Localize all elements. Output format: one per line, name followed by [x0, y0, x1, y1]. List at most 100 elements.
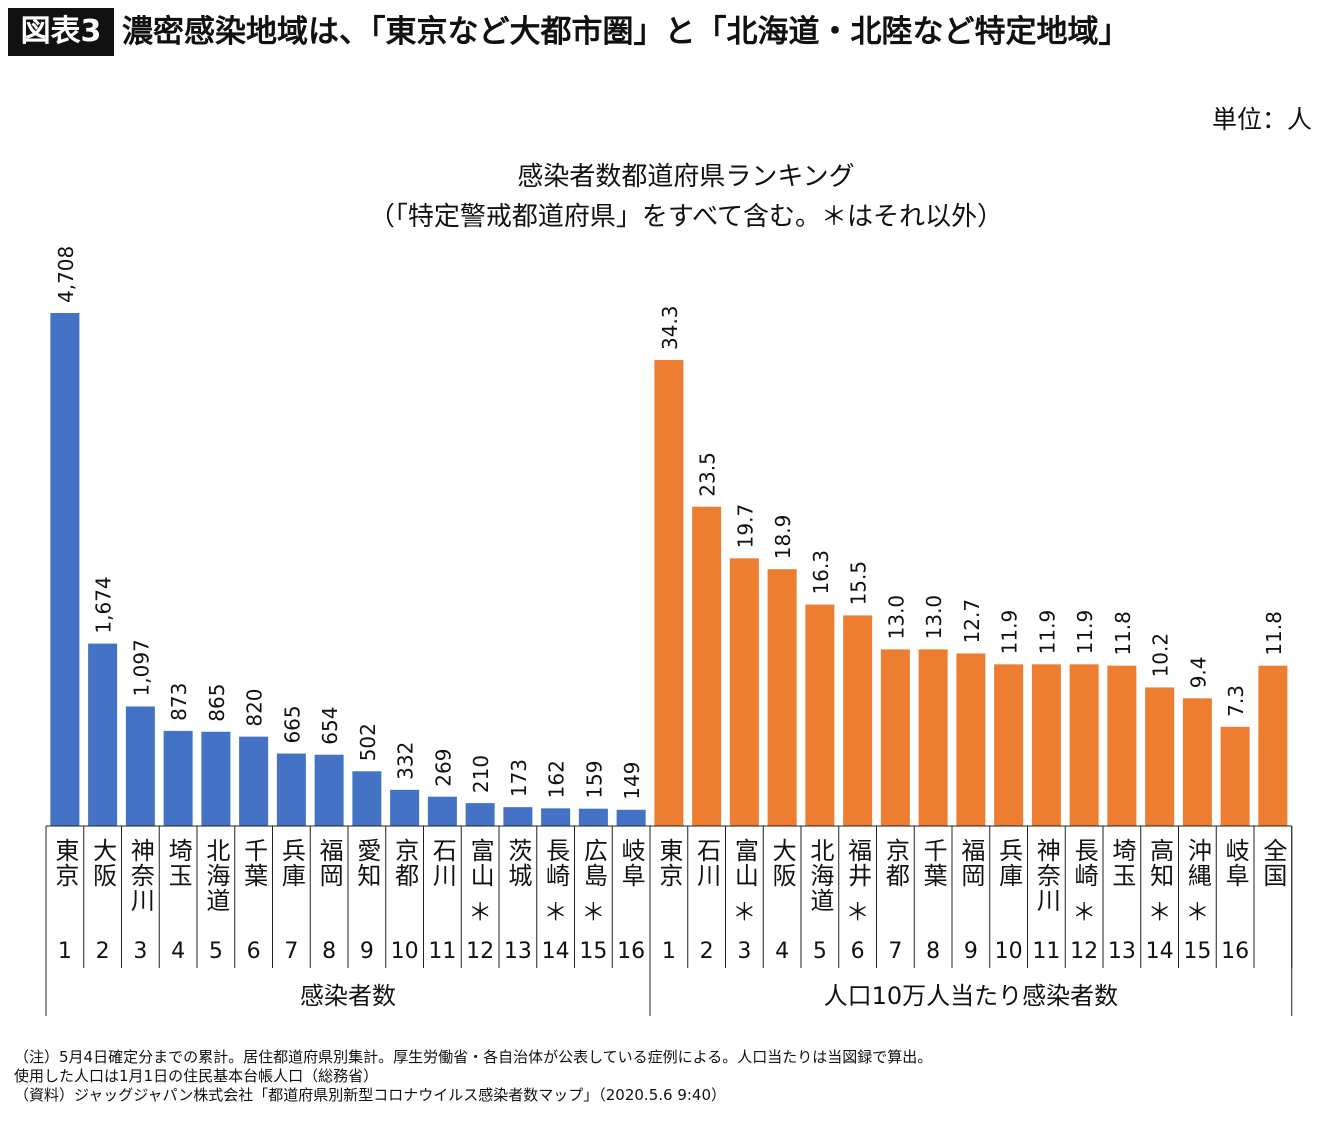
category-label: 埼玉 [1107, 838, 1136, 888]
bar-0-7 [314, 754, 344, 826]
bar-1-2 [729, 558, 759, 826]
bar-0-4 [201, 731, 231, 826]
data-label: 11.8 [1262, 611, 1286, 656]
bar-1-15 [1220, 726, 1250, 826]
data-label: 332 [394, 742, 418, 780]
category-label: 石川 [428, 838, 457, 888]
rank-label: 13 [1108, 939, 1136, 964]
data-label: 162 [545, 760, 569, 798]
data-label: 173 [507, 759, 531, 797]
data-label: 4,708 [54, 246, 78, 303]
data-label: 7.3 [1224, 685, 1248, 717]
category-label: 広島 [579, 838, 608, 888]
category-label: 神奈川 [1032, 838, 1061, 913]
data-label: 11.9 [1073, 610, 1097, 655]
bar-0-10 [427, 796, 457, 826]
rank-label: 7 [284, 939, 298, 964]
data-label: 865 [205, 684, 229, 722]
bar-0-13 [541, 808, 571, 826]
bar-0-8 [352, 771, 382, 826]
data-label: 149 [620, 762, 644, 800]
data-label: 34.3 [658, 305, 682, 350]
data-label: 13.0 [884, 595, 908, 640]
bar-1-7 [918, 649, 948, 826]
rank-label: 16 [1221, 939, 1249, 964]
group-label: 感染者数 [300, 982, 396, 1010]
rank-label: 6 [247, 939, 261, 964]
category-label: 京都 [390, 838, 419, 888]
data-label: 210 [469, 755, 493, 793]
rank-label: 5 [813, 939, 827, 964]
figure-badge: 図表3 [8, 8, 114, 56]
data-label: 873 [167, 683, 191, 721]
footnote-3: （資料）ジャッグジャパン株式会社「都道府県別新型コロナウイルス感染者数マップ」（… [14, 1086, 727, 1104]
bar-1-6 [880, 649, 910, 826]
footnote-2: 使用した人口は1月1日の住民基本台帳人口（総務省） [14, 1067, 379, 1085]
data-label: 502 [356, 723, 380, 761]
data-label: 15.5 [847, 561, 871, 606]
category-label: 千葉 [239, 838, 268, 888]
rank-label: 2 [96, 939, 110, 964]
rank-label: 11 [428, 939, 456, 964]
category-label: 福岡 [956, 838, 985, 888]
bar-1-1 [692, 506, 722, 826]
rank-label: 12 [1070, 939, 1098, 964]
rank-label: 10 [391, 939, 419, 964]
bar-1-3 [767, 569, 797, 826]
category-label: 埼玉 [164, 838, 193, 888]
data-label: 10.2 [1149, 633, 1173, 678]
rank-label: 4 [171, 939, 185, 964]
category-label: 富山 [730, 838, 759, 888]
bar-0-11 [465, 803, 495, 826]
bar-0-2 [125, 706, 155, 826]
category-label: 兵庫 [994, 838, 1023, 888]
category-label: 石川 [692, 838, 721, 888]
category-label: 福井 [843, 838, 872, 888]
page-title: 濃密感染地域は、「東京など大都市圏」と「北海道・北陸など特定地域」 [122, 14, 1130, 50]
rank-label: 1 [662, 939, 676, 964]
bar-0-6 [276, 753, 306, 826]
category-label: 東京 [654, 838, 683, 888]
category-label: 沖縄 [1183, 838, 1212, 888]
star-marker: ＊ [544, 898, 568, 926]
rank-label: 9 [964, 939, 978, 964]
star-marker: ＊ [581, 898, 605, 926]
category-label: 北海道 [201, 838, 230, 913]
data-label: 654 [318, 707, 342, 745]
bar-1-4 [805, 604, 835, 826]
bar-0-9 [390, 789, 420, 826]
unit-label: 単位：人 [1211, 105, 1312, 134]
category-label: 岐阜 [617, 838, 646, 888]
data-label: 16.3 [809, 550, 833, 595]
category-label: 北海道 [805, 838, 834, 913]
footnote-1: （注）5月4日確定分までの累計。居住都道府県別集計。厚生労働省・各自治体が公表し… [14, 1048, 933, 1066]
group-label: 人口10万人当たり感染者数 [824, 982, 1119, 1010]
rank-label: 7 [888, 939, 902, 964]
bar-1-10 [1031, 664, 1061, 826]
rank-label: 14 [542, 939, 570, 964]
star-marker: ＊ [846, 898, 870, 926]
chart-title: 感染者数都道府県ランキング [517, 162, 855, 192]
data-label: 1,097 [129, 639, 153, 696]
bar-1-11 [1069, 664, 1099, 826]
rank-label: 11 [1032, 939, 1060, 964]
category-label: 長崎 [1070, 838, 1099, 888]
category-label: 兵庫 [277, 838, 306, 888]
category-label: 神奈川 [126, 838, 155, 913]
category-label: 高知 [1145, 838, 1174, 888]
rank-label: 14 [1146, 939, 1174, 964]
data-label: 11.8 [1111, 611, 1135, 656]
bar-0-0 [50, 313, 80, 826]
category-label: 全国 [1258, 838, 1287, 888]
category-label: 東京 [50, 838, 79, 888]
rank-label: 15 [579, 939, 607, 964]
rank-label: 8 [322, 939, 336, 964]
category-label: 岐阜 [1221, 838, 1250, 888]
data-label: 11.9 [998, 610, 1022, 655]
data-label: 23.5 [696, 452, 720, 497]
star-marker: ＊ [1148, 898, 1172, 926]
bar-1-0 [654, 360, 684, 826]
chart-subtitle: （「特定警戒都道府県」をすべて含む。＊はそれ以外） [368, 202, 1004, 232]
rank-label: 12 [466, 939, 494, 964]
